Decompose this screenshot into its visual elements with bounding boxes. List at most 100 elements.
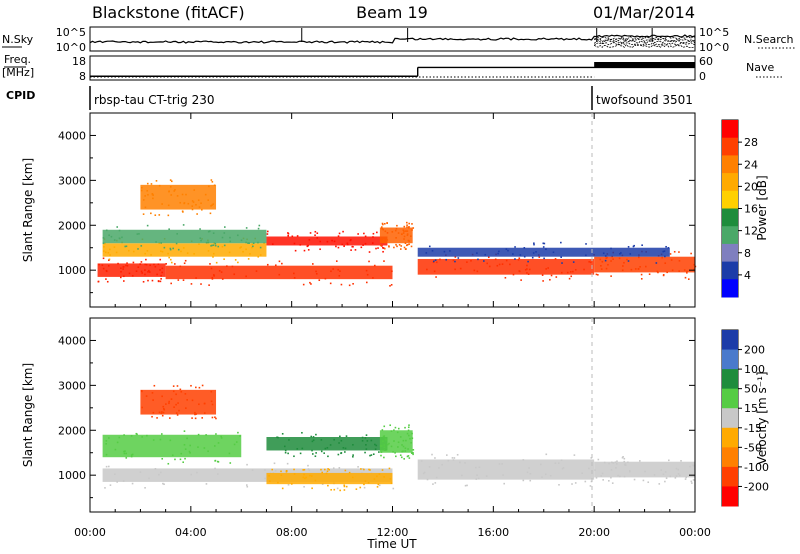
scatter-speck [528, 268, 531, 271]
scatter-speck [213, 274, 215, 276]
scatter-speck [104, 251, 107, 254]
scatter-speck [247, 242, 249, 244]
scatter-speck [168, 256, 170, 259]
scatter-speck [212, 252, 215, 255]
scatter-speck [434, 457, 436, 459]
scatter-speck [107, 465, 110, 468]
scatter-speck [120, 270, 122, 273]
freq-tick-0: 18 [72, 55, 86, 68]
scatter-speck [117, 262, 119, 265]
scatter-speck [382, 250, 384, 253]
scatter-speck [315, 452, 317, 454]
scatter-speck [403, 225, 406, 228]
scatter-speck [331, 239, 333, 242]
scatter-speck [562, 467, 565, 469]
scatter-speck [307, 249, 310, 251]
scatter-speck [571, 483, 573, 485]
scatter-speck [167, 214, 170, 217]
time-axis-label: Time UT [366, 537, 417, 551]
scatter-speck [177, 402, 179, 404]
scatter-speck [200, 239, 202, 242]
scatter-speck [105, 453, 108, 456]
scatter-speck [405, 230, 407, 232]
scatter-speck [223, 232, 226, 234]
scatter-speck [192, 201, 195, 203]
scatter-speck [242, 250, 244, 253]
scatter-speck [393, 429, 395, 431]
scatter-speck [406, 432, 409, 435]
scatter-speck [221, 236, 224, 239]
scatter-speck [526, 471, 529, 474]
scatter-speck [432, 483, 434, 485]
ytick-label-1: 2000 [58, 219, 86, 232]
scatter-speck [319, 240, 322, 243]
scatter-speck [402, 439, 405, 442]
scatter-speck [393, 440, 395, 442]
scatter-speck [264, 469, 266, 471]
scatter-speck [433, 270, 436, 273]
scatter-speck [457, 257, 460, 259]
scatter-speck [383, 260, 385, 262]
scatter-speck [395, 227, 398, 230]
scatter-speck [311, 449, 313, 452]
scatter-speck [590, 480, 593, 483]
scatter-speck [291, 235, 294, 238]
scatter-speck [461, 474, 463, 477]
xtick-label-5: 20:00 [578, 526, 610, 539]
scatter-speck [600, 265, 602, 267]
scatter-speck [526, 264, 528, 267]
scatter-speck [512, 273, 515, 276]
scatter-speck [314, 479, 317, 482]
scatter-speck [179, 201, 182, 204]
scatter-speck [526, 272, 528, 274]
scatter-speck [123, 452, 126, 455]
scatter-speck [293, 455, 295, 458]
scatter-speck [161, 395, 163, 398]
scatter-speck [150, 254, 152, 256]
scatter-speck [190, 384, 192, 387]
scatter-speck [158, 411, 161, 414]
scatter-band-4 [379, 430, 413, 453]
scatter-speck [176, 195, 179, 197]
scatter-speck [174, 263, 176, 265]
scatter-speck [161, 250, 164, 253]
colorbar-tick-2: 20 [744, 180, 758, 193]
scatter-speck [407, 239, 410, 242]
noise-right-tick-0: 10^5 [699, 26, 729, 39]
scatter-speck [684, 478, 687, 480]
scatter-speck [657, 271, 659, 274]
scatter-speck [621, 456, 624, 459]
scatter-speck [381, 227, 383, 230]
scatter-speck [382, 440, 384, 443]
scatter-speck [403, 246, 406, 249]
colorbar-swatch-2 [722, 369, 738, 390]
scatter-speck [301, 431, 303, 434]
scatter-speck [197, 433, 200, 436]
scatter-speck [346, 243, 349, 246]
scatter-speck [156, 273, 158, 276]
scatter-speck [376, 231, 378, 234]
scatter-speck [595, 273, 598, 276]
scatter-speck [172, 385, 175, 387]
scatter-speck [137, 266, 140, 268]
scatter-speck [146, 434, 148, 437]
scatter-speck [155, 241, 157, 243]
scatter-speck [128, 249, 130, 252]
scatter-speck [337, 235, 340, 237]
scatter-speck [590, 457, 593, 459]
scatter-speck [125, 457, 128, 459]
scatter-speck [305, 476, 308, 479]
scatter-speck [218, 269, 221, 272]
scatter-speck [191, 205, 194, 207]
scatter-speck [447, 459, 450, 462]
scatter-speck [146, 182, 149, 185]
scatter-speck [390, 283, 393, 286]
scatter-speck [686, 270, 688, 273]
power-ylabel: Slant Range [km] [21, 158, 35, 262]
scatter-speck [434, 259, 437, 261]
scatter-speck [370, 454, 373, 456]
scatter-speck [589, 485, 592, 487]
scatter-speck [383, 476, 385, 478]
scatter-speck [240, 239, 243, 242]
scatter-speck [473, 269, 476, 272]
